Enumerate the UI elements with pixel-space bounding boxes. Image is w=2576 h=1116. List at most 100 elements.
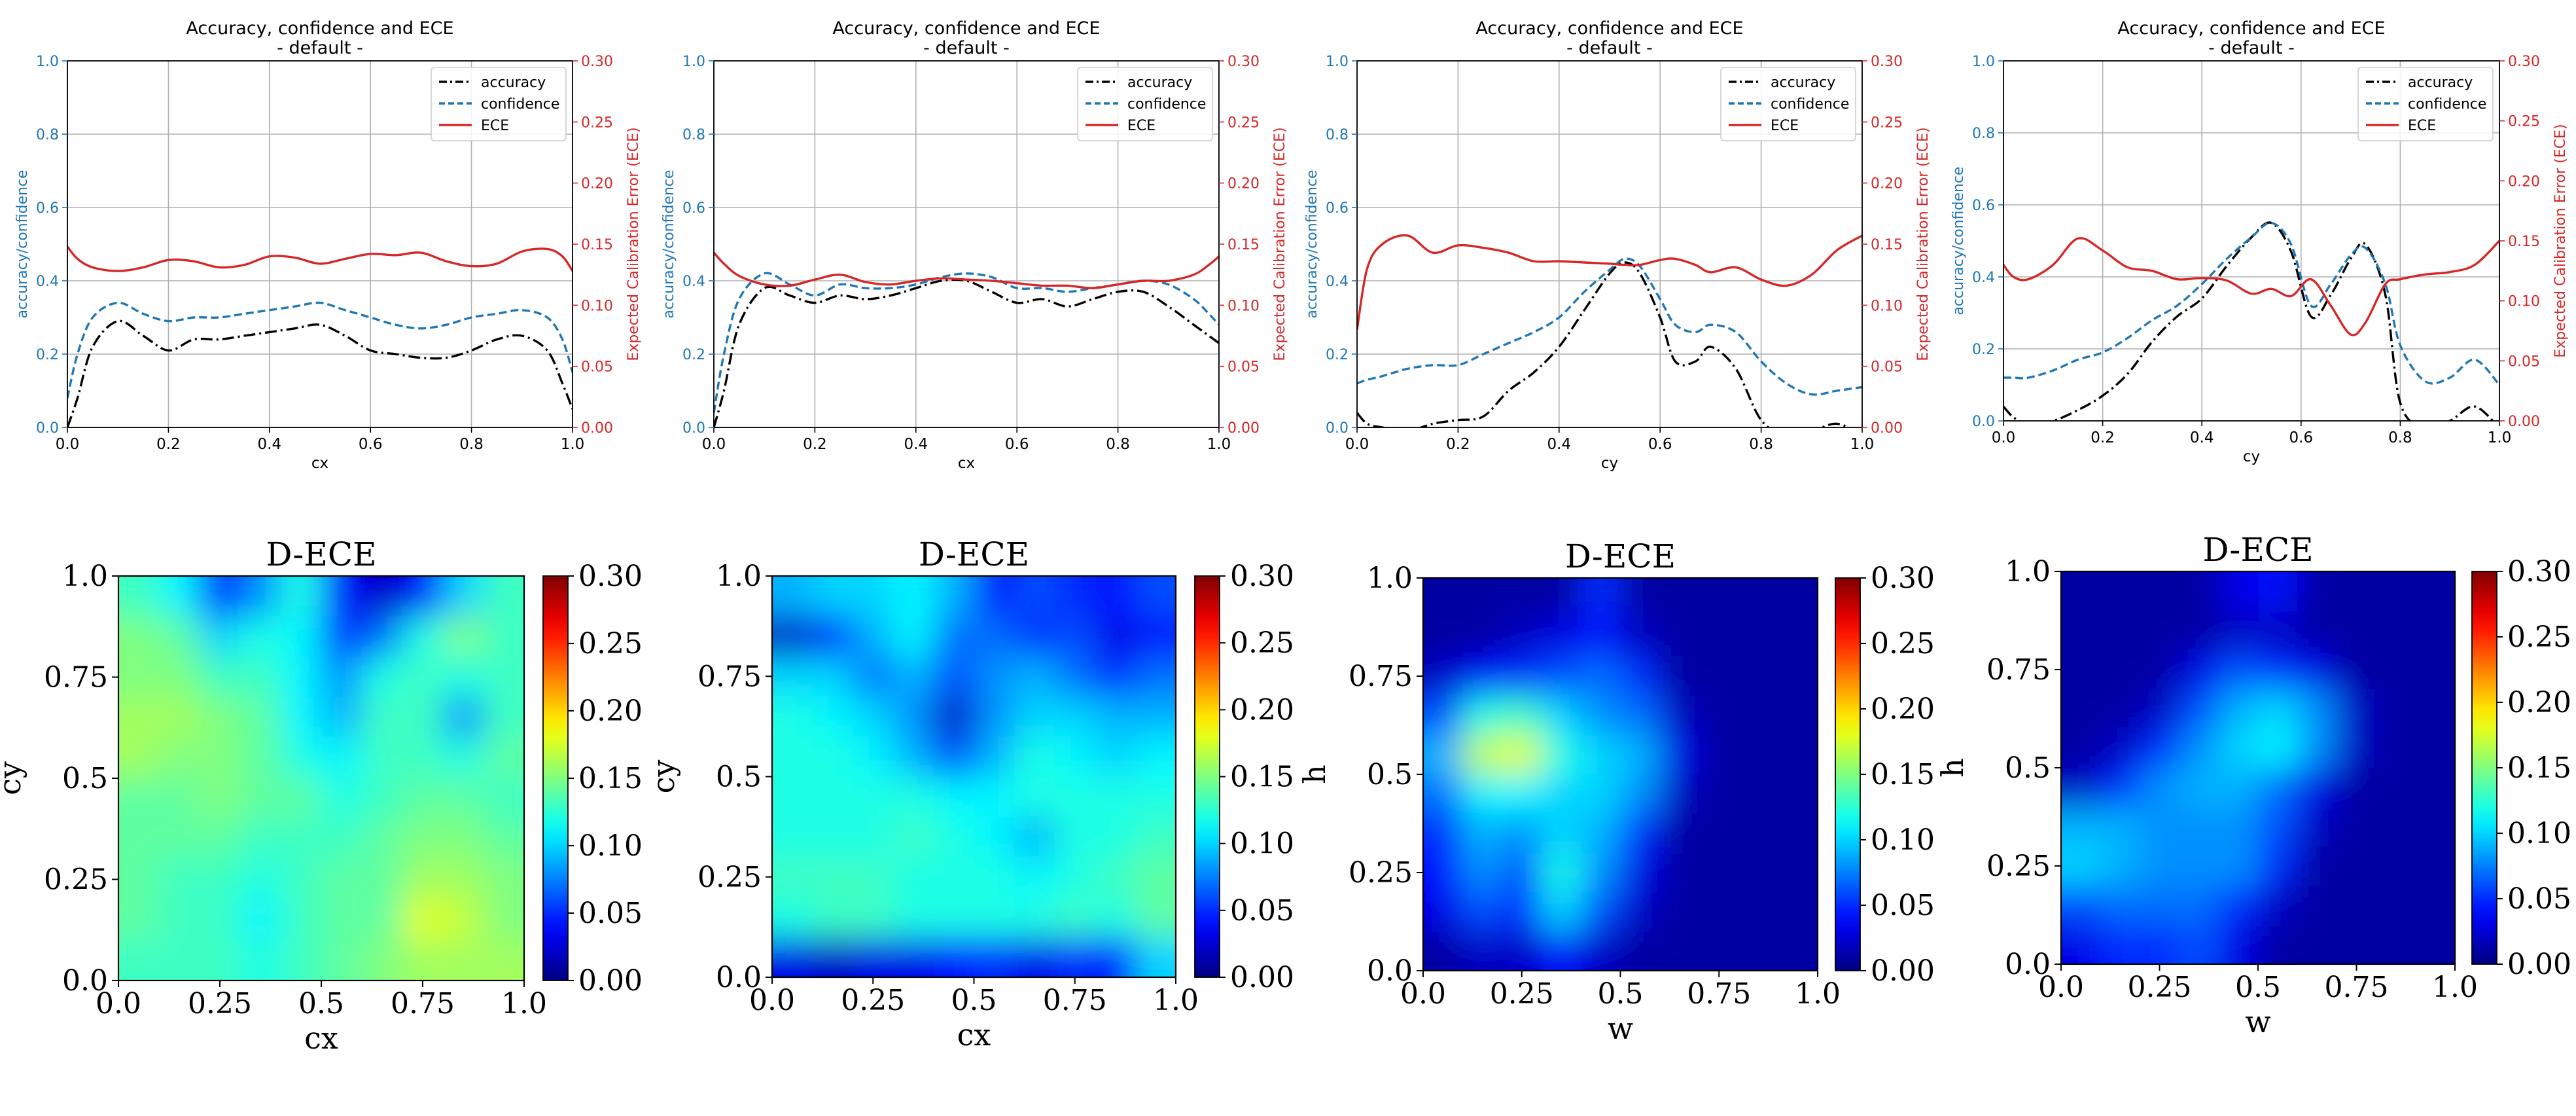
heatmap-cell [1699,853,1740,893]
heatmap-cell [1502,696,1542,736]
heatmap-cell [443,697,484,739]
heatmap-cell [1620,892,1661,932]
heatmap-cell [2258,846,2299,886]
heatmap-cell [159,778,200,819]
y-left-tick-label: 0.6 [1972,198,1995,214]
heatmap-cell [1620,735,1661,775]
colorbar-tick-label: 0.05 [578,897,643,930]
y-tick-label: 1.0 [1367,562,1413,595]
heatmap-cell [1502,617,1542,657]
chart-title: Accuracy, confidence and ECE [1475,18,1743,39]
legend-label-confidence: confidence [2408,96,2486,113]
legend-label-ece: ECE [2408,118,2436,134]
heatmap-cell [2061,689,2062,729]
heatmap-cell [1462,774,1503,814]
heatmap-cell [1095,857,1137,898]
heatmap-cell [772,776,813,818]
y-right-tick-label: 0.05 [1227,359,1260,376]
y-tick-label: 0.75 [44,661,108,694]
heatmap-cell [240,697,281,739]
heatmap-cell-group [772,576,1176,977]
heatmap-cell [402,576,444,577]
heatmap-cell [1462,617,1503,657]
y-left-tick-label: 0.2 [1972,342,1995,358]
heatmap-cell [1620,617,1661,657]
heatmap-cell [1502,853,1542,893]
x-tick-label: 0.5 [951,984,997,1017]
x-tick-label: 0.75 [2325,971,2389,1004]
heatmap-cell [2179,768,2219,808]
x-tick-label: 0.0 [1345,436,1369,453]
heatmap-cell [2376,650,2416,690]
heatmap-cell [1738,617,1779,657]
colorbar-tick-label: 0.05 [2507,882,2571,916]
heatmap-cell [1095,576,1137,577]
heatmap-cell [200,697,241,739]
heatmap-cell [240,818,281,860]
heatmap-cell [933,656,975,697]
heatmap-cell [1699,617,1740,657]
heatmap-cell [1699,578,1740,579]
heatmap-cell [159,657,200,698]
heatmap-cell [1659,696,1701,736]
heatmap-cell [362,697,403,739]
heatmap-cell [2100,689,2141,729]
heatmap-cell [1778,696,1818,736]
heatmap-cell [1541,657,1582,696]
heatmap-cell [1581,735,1621,775]
grid [1356,60,1863,428]
heatmap-cell [2297,768,2338,808]
heatmap-cell [893,897,934,938]
y-right-axis-label: Expected Calibration Error (ECE) [1272,127,1288,361]
heatmap-cell [200,738,241,779]
heatmap-cell [2218,846,2259,886]
heatmap-cell [1738,853,1779,893]
heatmap-cell [2179,729,2219,768]
heatmap-cell [2258,650,2299,690]
heatmap-cell [2258,611,2299,651]
heatmap-cell [933,776,975,818]
heatmap-cell [2061,571,2102,572]
heatmap-cell [2415,768,2455,808]
heatmap-cell [118,697,119,739]
heatmap-cell [893,656,934,697]
heatmap-cell [1659,931,1701,971]
y-right-tick-label: 0.10 [2508,294,2540,310]
heatmap-cell [1095,776,1137,818]
heatmap-cell [1095,696,1137,738]
heatmap-cell [2100,925,2141,964]
y-left-tick-label: 0.4 [1972,270,1995,286]
chart-title: Accuracy, confidence and ECE [186,18,453,39]
heatmap-cell [1738,578,1779,579]
heatmap-cell [402,818,444,860]
heatmap-cell [1095,656,1137,697]
heatmap-cell [402,859,444,901]
heatmap-cell [1135,937,1176,977]
heatmap-cell [2455,532,2495,572]
x-tick-label: 0.25 [2128,971,2192,1004]
x-tick-label: 0.4 [904,436,928,453]
heatmap-cell [1135,897,1176,938]
heatmap-cell [362,940,403,981]
x-tick-label: 0.2 [1446,436,1470,453]
heatmap-cell [1581,892,1621,932]
heatmap-title: D-ECE [919,535,1029,573]
heatmap-cell [159,576,200,577]
colorbar-tick-label: 0.10 [1230,827,1294,861]
heatmap-cell [1135,576,1176,577]
y-tick-label: 1.0 [716,560,762,593]
y-left-axis-label: accuracy/confidence [661,170,677,318]
heatmap-cell [118,576,160,617]
heatmap-cell [1423,617,1464,657]
x-tick-label: 1.0 [561,436,585,453]
series-line-accuracy [1357,261,1851,427]
legend-label-ece: ECE [1127,118,1156,134]
y-tick-label: 1.0 [2005,555,2051,588]
y-right-tick-label: 0.20 [1227,176,1260,192]
y-right-tick-label: 0.10 [581,298,613,314]
heatmap-cell [362,616,403,658]
colorbar-tick-label: 0.30 [2507,555,2571,588]
heatmap-cell [1541,892,1582,932]
heatmap-cell [281,940,322,981]
heatmap-cell [118,940,160,981]
